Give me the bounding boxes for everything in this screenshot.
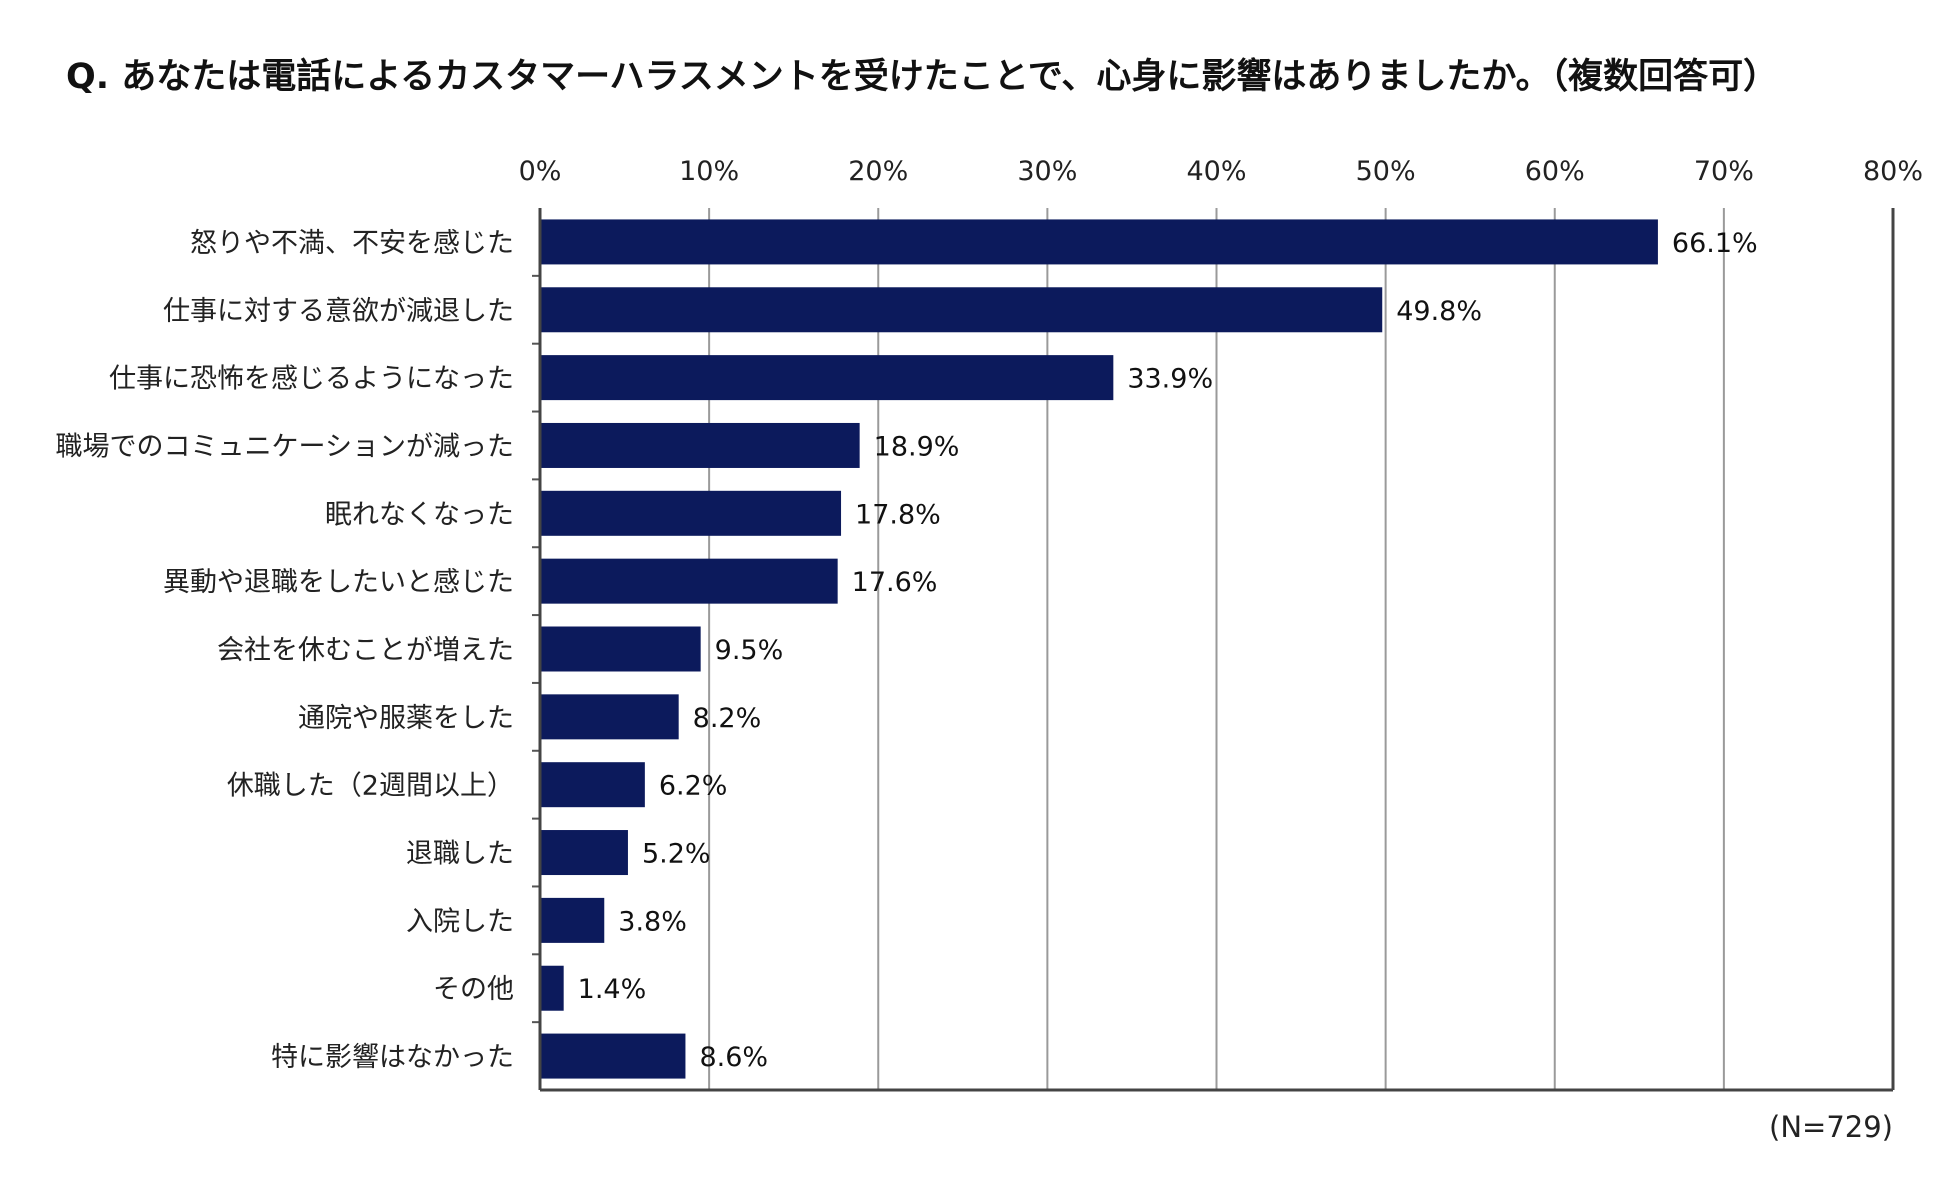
category-label: 職場でのコミュニケーションが減った (56, 431, 514, 462)
bar (540, 355, 1114, 401)
category-label: 休職した（2週間以上） (227, 771, 514, 802)
value-label: 9.5% (715, 635, 784, 666)
category-label: その他 (433, 974, 514, 1005)
category-label: 会社を休むことが増えた (217, 635, 514, 666)
value-label: 8.2% (693, 703, 762, 734)
value-label: 66.1% (1672, 228, 1758, 259)
x-tick-label: 60% (1525, 156, 1585, 187)
category-label: 入院した (406, 906, 514, 937)
bar (540, 287, 1383, 333)
bar (540, 422, 860, 468)
sample-size-note: (N=729) (1769, 1110, 1893, 1144)
category-label: 特に影響はなかった (271, 1042, 514, 1073)
value-label: 8.6% (699, 1042, 768, 1073)
value-label: 18.9% (874, 431, 960, 462)
x-tick-label: 30% (1017, 156, 1077, 187)
x-tick-label: 80% (1863, 156, 1923, 187)
gridlines (708, 208, 1725, 1090)
value-label: 5.2% (642, 839, 711, 870)
bar (540, 490, 842, 536)
bar (540, 694, 679, 740)
bar (540, 762, 645, 808)
bar (540, 1033, 686, 1079)
bar (540, 897, 605, 943)
bar (540, 558, 838, 604)
value-label: 1.4% (578, 974, 647, 1005)
category-label: 異動や退職をしたいと感じた (163, 567, 514, 598)
x-tick-label: 0% (519, 156, 562, 187)
category-label: 退職した (406, 839, 514, 870)
category-label: 通院や服薬をした (298, 703, 514, 734)
value-label: 17.8% (855, 499, 941, 530)
category-labels: 怒りや不満、不安を感じた仕事に対する意欲が減退した仕事に恐怖を感じるようになった… (56, 228, 514, 1073)
bar (540, 626, 701, 672)
x-axis-ticks: 0% 10% 20% 30% 40% 50% 60% 70% 80% (519, 156, 1923, 187)
value-label: 49.8% (1396, 296, 1482, 327)
value-label: 17.6% (852, 567, 938, 598)
bar (540, 219, 1658, 265)
bars (540, 219, 1658, 1079)
category-label: 怒りや不満、不安を感じた (190, 228, 514, 259)
value-label: 6.2% (659, 771, 728, 802)
value-labels: 66.1% 49.8% 33.9% 18.9% 17.8% 17.6% 9.5% 8.2% 6.… (578, 228, 1758, 1073)
bar (540, 965, 564, 1011)
x-tick-label: 10% (679, 156, 739, 187)
category-label: 眠れなくなった (325, 499, 514, 530)
value-label: 33.9% (1127, 364, 1213, 395)
x-tick-label: 40% (1186, 156, 1246, 187)
category-label: 仕事に対する意欲が減退した (163, 296, 514, 327)
x-tick-label: 20% (848, 156, 908, 187)
x-tick-label: 70% (1694, 156, 1754, 187)
bar (540, 830, 628, 876)
category-label: 仕事に恐怖を感じるようになった (109, 364, 514, 395)
plot-frame (532, 208, 1895, 1092)
chart-title: Q. あなたは電話によるカスタマーハラスメントを受けたことで、心身に影響はありま… (66, 57, 1779, 97)
x-tick-label: 50% (1356, 156, 1416, 187)
value-label: 3.8% (618, 906, 687, 937)
